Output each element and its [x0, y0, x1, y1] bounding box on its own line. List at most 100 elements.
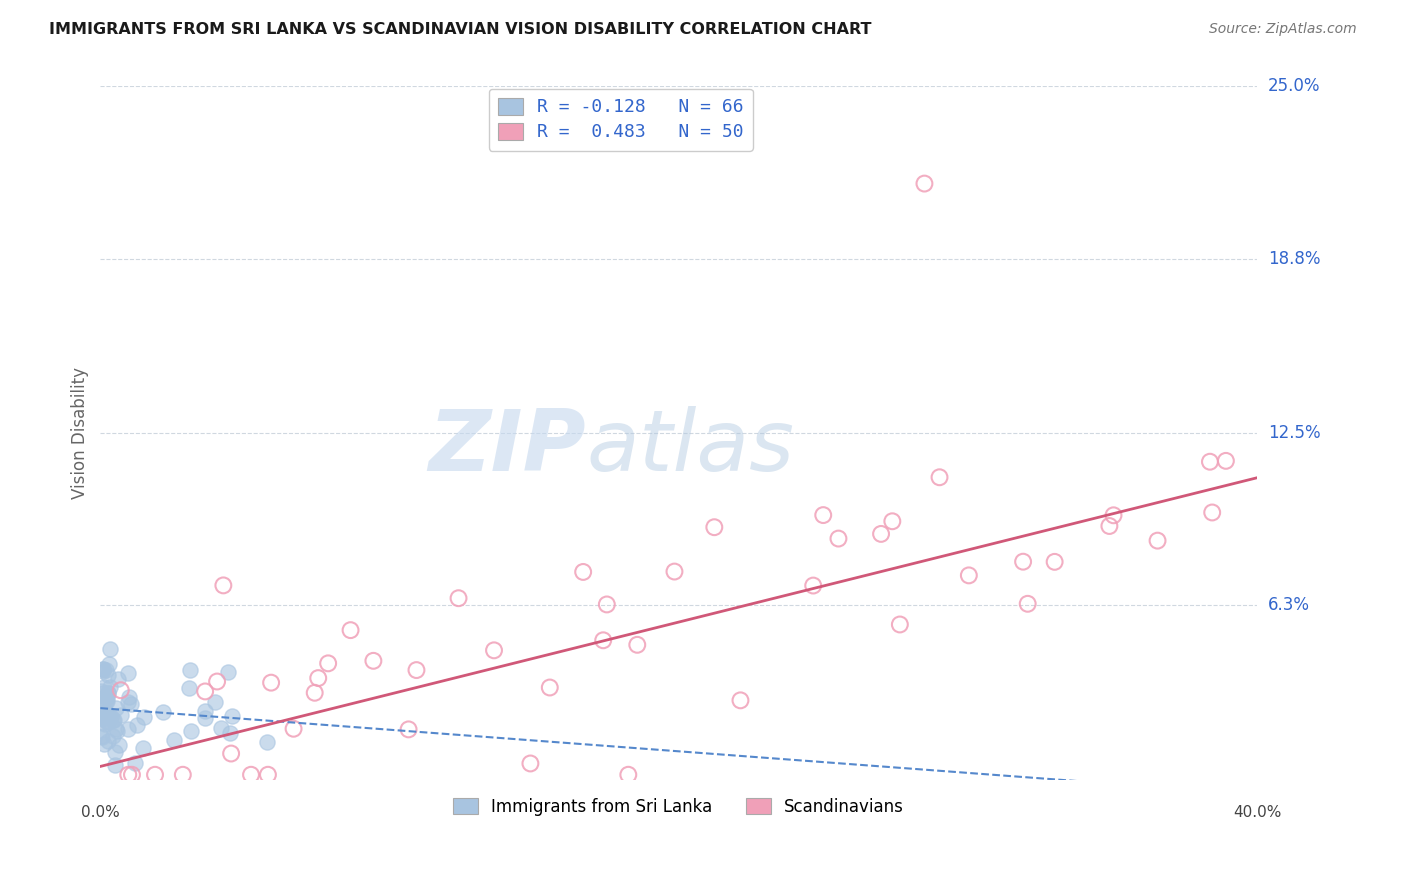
Point — [96, 710, 118, 724]
Text: 0.0%: 0.0% — [82, 805, 120, 821]
Point — [180, 723, 202, 738]
Point — [117, 694, 139, 708]
Point — [125, 717, 148, 731]
Point — [664, 565, 686, 579]
Point — [596, 598, 619, 612]
Point — [134, 710, 156, 724]
Point — [97, 686, 120, 700]
Point — [179, 663, 201, 677]
Point — [813, 508, 835, 522]
Point — [827, 532, 849, 546]
Point — [90, 729, 112, 743]
Point — [93, 737, 115, 751]
Point — [93, 706, 115, 720]
Point — [1201, 506, 1223, 520]
Legend: Immigrants from Sri Lanka, Scandinavians: Immigrants from Sri Lanka, Scandinavians — [444, 789, 912, 824]
Point — [519, 756, 541, 771]
Text: IMMIGRANTS FROM SRI LANKA VS SCANDINAVIAN VISION DISABILITY CORRELATION CHART: IMMIGRANTS FROM SRI LANKA VS SCANDINAVIA… — [49, 22, 872, 37]
Point — [240, 768, 263, 782]
Point — [100, 710, 122, 724]
Point — [1098, 519, 1121, 533]
Point — [217, 665, 239, 680]
Point — [93, 686, 115, 700]
Point — [194, 704, 217, 718]
Point — [93, 701, 115, 715]
Point — [105, 723, 128, 738]
Point — [90, 683, 112, 698]
Point — [152, 705, 174, 719]
Point — [339, 623, 361, 637]
Point — [592, 633, 614, 648]
Point — [163, 733, 186, 747]
Point — [212, 578, 235, 592]
Point — [97, 733, 120, 747]
Point — [912, 177, 935, 191]
Point — [91, 662, 114, 676]
Point — [260, 675, 283, 690]
Point — [204, 695, 226, 709]
Point — [143, 768, 166, 782]
Point — [97, 668, 120, 682]
Point — [572, 565, 595, 579]
Point — [91, 665, 114, 679]
Point — [870, 527, 893, 541]
Point — [928, 470, 950, 484]
Point — [538, 681, 561, 695]
Point — [104, 700, 127, 714]
Text: atlas: atlas — [586, 406, 794, 489]
Point — [1012, 555, 1035, 569]
Point — [94, 663, 117, 677]
Point — [219, 725, 242, 739]
Point — [730, 693, 752, 707]
Point — [482, 643, 505, 657]
Point — [104, 758, 127, 772]
Point — [256, 735, 278, 749]
Point — [703, 520, 725, 534]
Point — [304, 686, 326, 700]
Point — [97, 710, 120, 724]
Point — [94, 705, 117, 719]
Point — [205, 674, 228, 689]
Point — [1215, 454, 1237, 468]
Point — [98, 642, 121, 657]
Point — [94, 689, 117, 703]
Point — [94, 717, 117, 731]
Point — [90, 712, 112, 726]
Point — [110, 683, 132, 698]
Point — [96, 714, 118, 729]
Point — [1102, 508, 1125, 523]
Point — [91, 730, 114, 744]
Text: ZIP: ZIP — [429, 406, 586, 489]
Point — [108, 738, 131, 752]
Point — [801, 578, 824, 592]
Point — [1146, 533, 1168, 548]
Point — [117, 666, 139, 681]
Point — [96, 690, 118, 705]
Point — [90, 706, 112, 721]
Y-axis label: Vision Disability: Vision Disability — [72, 368, 89, 500]
Point — [398, 723, 420, 737]
Point — [172, 768, 194, 782]
Point — [882, 514, 904, 528]
Point — [307, 671, 329, 685]
Point — [1017, 597, 1039, 611]
Point — [121, 768, 143, 782]
Point — [91, 662, 114, 676]
Point — [257, 768, 280, 782]
Point — [97, 715, 120, 730]
Point — [1199, 455, 1222, 469]
Point — [194, 684, 217, 698]
Point — [221, 709, 243, 723]
Point — [131, 741, 153, 756]
Point — [105, 722, 128, 736]
Point — [98, 680, 121, 694]
Point — [124, 756, 146, 770]
Point — [316, 657, 339, 671]
Point — [103, 713, 125, 727]
Point — [957, 568, 980, 582]
Point — [101, 729, 124, 743]
Point — [117, 768, 139, 782]
Point — [96, 693, 118, 707]
Point — [93, 680, 115, 694]
Point — [1043, 555, 1066, 569]
